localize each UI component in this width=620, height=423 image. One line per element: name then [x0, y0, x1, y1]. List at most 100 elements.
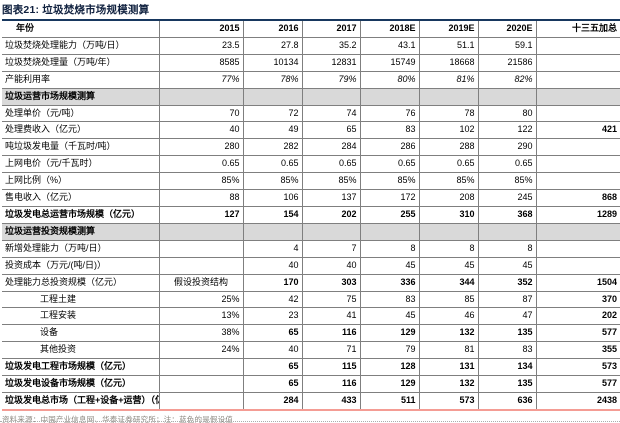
section-cell [159, 223, 244, 241]
value-cell: 41 [302, 307, 361, 326]
market-size-table: 年份 2015 2016 2017 2018E 2019E 2020E 十三五加总 垃圾焚烧处… [2, 19, 620, 411]
section-cell [302, 88, 361, 106]
section-cell [243, 88, 303, 106]
table-row: 垃圾焚烧处理量（万吨/年） 8585 10134 12831 15749 18668 215… [2, 54, 620, 72]
row-label: 新增处理能力（万吨/日） [2, 240, 160, 258]
value-cell: 137 [302, 189, 361, 207]
value-cell: 132 [419, 324, 479, 343]
row-label: 设备 [2, 324, 160, 343]
page-bottom-divider [0, 421, 620, 422]
value-cell: 208 [419, 189, 479, 207]
value-cell: 135 [478, 375, 537, 393]
row-label: 上网电价（元/千瓦时） [2, 155, 160, 174]
value-cell: 43.1 [360, 37, 420, 55]
value-cell: 13% [159, 307, 244, 326]
value-cell: 85% [243, 172, 303, 191]
section-cell [419, 223, 479, 241]
value-cell [159, 358, 244, 377]
value-cell: 288 [419, 138, 479, 157]
row-label: 垃圾焚烧处理能力（万吨/日） [2, 37, 160, 55]
table-row: 处理单价（元/吨） 70 72 74 76 78 80 [2, 105, 620, 123]
value-cell: 21586 [478, 54, 537, 72]
row-label: 垃圾发电总市场（工程+设备+运营）（亿元） [2, 392, 160, 411]
value-cell: 65 [243, 324, 303, 343]
value-cell: 511 [360, 392, 420, 411]
value-cell: 79 [360, 341, 420, 360]
value-cell: 129 [360, 324, 420, 343]
table-header: 年份 2015 2016 2017 2018E 2019E 2020E 十三五加总 [2, 20, 620, 38]
value-cell: 87 [478, 291, 537, 309]
column-header: 2015 [159, 20, 244, 38]
value-cell: 868 [536, 189, 620, 207]
value-cell: 45 [478, 257, 537, 275]
value-cell: 8585 [159, 54, 244, 72]
value-cell: 1504 [536, 274, 620, 292]
value-cell: 116 [302, 324, 361, 343]
section-row: 垃圾运营市场规模测算 [2, 88, 620, 106]
value-cell: 255 [360, 206, 420, 224]
value-cell: 116 [302, 375, 361, 393]
table-row: 垃圾发电工程市场规模（亿元） 65 115 128 131 134 573 [2, 358, 620, 377]
value-cell: 202 [536, 307, 620, 326]
table-row: 其他投资 24% 40 71 79 81 83 355 [2, 341, 620, 360]
section-cell [536, 88, 620, 106]
value-cell: 45 [360, 307, 420, 326]
value-cell: 0.65 [159, 155, 244, 174]
value-cell: 85% [302, 172, 361, 191]
value-cell [536, 138, 620, 157]
column-header: 2018E [360, 20, 420, 38]
value-cell: 40 [302, 257, 361, 275]
row-label: 产能利用率 [2, 71, 160, 89]
row-label: 工程安装 [2, 307, 160, 326]
column-header: 2016 [243, 20, 303, 38]
value-cell: 42 [243, 291, 303, 309]
value-cell: 23.5 [159, 37, 244, 55]
value-cell: 70 [159, 105, 244, 123]
value-cell: 4 [243, 240, 303, 258]
row-label: 其他投资 [2, 341, 160, 360]
value-cell: 81% [419, 71, 479, 89]
value-cell: 80% [360, 71, 420, 89]
value-cell: 286 [360, 138, 420, 157]
value-cell: 15749 [360, 54, 420, 72]
table-row: 工程安装 13% 23 41 45 46 47 202 [2, 307, 620, 326]
table-body: 垃圾焚烧处理能力（万吨/日） 23.5 27.8 35.2 43.1 51.1 59.1 垃圾… [2, 37, 620, 411]
section-cell [360, 223, 420, 241]
row-label: 垃圾发电总运营市场规模（亿元） [2, 206, 160, 224]
value-cell: 45 [360, 257, 420, 275]
value-cell: 78 [419, 105, 479, 123]
value-cell: 135 [478, 324, 537, 343]
value-cell: 65 [302, 121, 361, 140]
row-label: 上网比例（%） [2, 172, 160, 191]
row-label: 处理费收入（亿元） [2, 121, 160, 140]
value-cell [536, 172, 620, 191]
value-cell: 303 [302, 274, 361, 292]
table-row: 垃圾发电设备市场规模（亿元） 65 116 129 132 135 577 [2, 375, 620, 393]
value-cell: 85% [478, 172, 537, 191]
row-label: 处理能力总投资规模（亿元） [2, 274, 160, 292]
section-cell [478, 223, 537, 241]
table-row: 投资成本（万元/(吨/日)） 40 40 45 45 45 [2, 257, 620, 275]
row-label: 垃圾发电工程市场规模（亿元） [2, 358, 160, 377]
value-cell: 368 [478, 206, 537, 224]
value-cell: 154 [243, 206, 303, 224]
value-cell: 577 [536, 324, 620, 343]
value-cell: 352 [478, 274, 537, 292]
value-cell: 25% [159, 291, 244, 309]
value-cell [159, 240, 244, 258]
value-cell: 46 [419, 307, 479, 326]
table-row: 新增处理能力（万吨/日） 4 7 8 8 8 [2, 240, 620, 258]
value-cell: 45 [419, 257, 479, 275]
value-cell: 27.8 [243, 37, 303, 55]
table-row: 处理费收入（亿元） 40 49 65 83 102 122 421 [2, 121, 620, 140]
value-cell [536, 105, 620, 123]
value-cell: 245 [478, 189, 537, 207]
value-cell: 假设投资结构 [159, 274, 244, 292]
row-label: 处理单价（元/吨） [2, 105, 160, 123]
value-cell: 8 [478, 240, 537, 258]
table-row: 产能利用率 77% 78% 79% 80% 81% 82% [2, 71, 620, 89]
value-cell: 51.1 [419, 37, 479, 55]
value-cell: 421 [536, 121, 620, 140]
